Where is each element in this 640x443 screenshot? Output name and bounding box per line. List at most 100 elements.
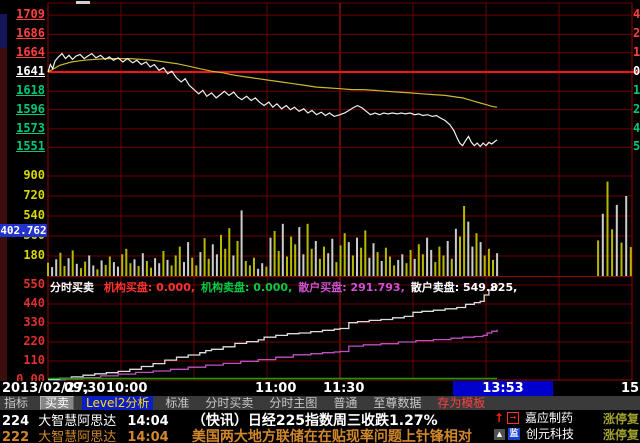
volume-bar bbox=[88, 255, 91, 276]
news-time: 14:04 bbox=[127, 430, 169, 443]
volume-bar bbox=[195, 265, 198, 276]
cropped-label-remnant bbox=[76, 1, 90, 4]
tab-买卖[interactable]: 买卖 bbox=[40, 396, 75, 410]
volume-bar bbox=[55, 259, 58, 276]
left-edge-strip bbox=[0, 48, 7, 381]
volume-bar bbox=[100, 260, 103, 276]
tab-分时买卖[interactable]: 分时买卖 bbox=[205, 396, 254, 410]
volume-bar bbox=[154, 258, 157, 276]
red-frame-icon: → bbox=[507, 412, 519, 424]
volume-bar bbox=[611, 229, 614, 276]
volume-bar bbox=[298, 227, 301, 276]
volume-bar bbox=[417, 244, 420, 276]
volume-bar bbox=[343, 233, 346, 276]
volume-bar bbox=[380, 261, 383, 276]
volume-bar bbox=[323, 246, 325, 276]
volume-bar bbox=[224, 248, 227, 276]
volume-bar bbox=[492, 259, 494, 276]
tab-普通[interactable]: 普通 bbox=[333, 396, 358, 410]
volume-bar bbox=[335, 262, 338, 276]
stock-status-tag: 涨停复 bbox=[602, 412, 639, 426]
time-axis-label: 11:30 bbox=[323, 381, 365, 396]
volume-bar bbox=[397, 259, 400, 276]
volume-bar bbox=[389, 256, 391, 276]
volume-bar bbox=[269, 237, 272, 276]
volume-bar bbox=[141, 253, 144, 276]
news-headline[interactable]: （快讯）日经225指数周三收跌1.27% bbox=[191, 413, 438, 426]
tab-至尊数据[interactable]: 至尊数据 bbox=[373, 396, 422, 410]
volume-bar bbox=[47, 262, 49, 276]
volume-bar bbox=[129, 263, 132, 276]
volume-bar bbox=[158, 263, 161, 276]
news-row[interactable]: 224 大智慧阿思达 14:04 （快讯）日经225指数周三收跌1.27% ↑ … bbox=[0, 410, 640, 426]
news-row[interactable]: 222 大智慧阿思达 14:04 美国两大地方联储在在贴现率问题上针锋相对 ▲ … bbox=[0, 426, 640, 443]
volume-bar bbox=[459, 236, 461, 276]
tab-存为模板[interactable]: 存为模板 bbox=[437, 396, 486, 410]
average-price-line bbox=[47, 57, 498, 108]
volume-bar bbox=[108, 256, 111, 276]
volume-bar bbox=[471, 246, 474, 276]
volume-bar bbox=[178, 246, 181, 276]
news-seq: 224 bbox=[2, 414, 30, 426]
volume-bar bbox=[310, 248, 313, 276]
volume-bar bbox=[360, 247, 363, 276]
volume-bar bbox=[277, 251, 280, 276]
current-time-badge: 13:53 bbox=[453, 381, 553, 396]
volume-bar bbox=[281, 223, 284, 276]
volume-bar bbox=[430, 249, 433, 276]
volume-bar bbox=[327, 253, 330, 276]
time-axis-label: 10:00 bbox=[106, 381, 148, 396]
volume-bar bbox=[112, 262, 115, 276]
volume-bar bbox=[302, 254, 305, 276]
volume-bar bbox=[253, 257, 255, 276]
volume-bar bbox=[104, 264, 107, 276]
volume-bar bbox=[170, 265, 173, 276]
volume-bar bbox=[67, 258, 70, 276]
volume-bar bbox=[183, 262, 185, 276]
volume-bar bbox=[92, 265, 95, 276]
volume-bar bbox=[199, 252, 202, 276]
volume-bar bbox=[166, 259, 169, 276]
volume-bar bbox=[145, 261, 148, 276]
volume-bar bbox=[236, 241, 239, 276]
tab-Level2分析[interactable]: Level2分析 bbox=[82, 396, 154, 410]
volume-bar bbox=[187, 242, 190, 276]
volume-bar bbox=[625, 196, 628, 276]
volume-bar bbox=[211, 244, 214, 276]
volume-bar bbox=[207, 258, 210, 276]
volume-bar bbox=[450, 258, 453, 276]
tab-标准[interactable]: 标准 bbox=[165, 396, 190, 410]
volume-bar bbox=[620, 242, 623, 276]
volume-bar bbox=[496, 253, 499, 276]
volume-bar bbox=[294, 244, 297, 276]
volume-bar bbox=[261, 263, 264, 276]
volume-bar bbox=[426, 237, 429, 276]
cumulative-flow-line bbox=[48, 285, 498, 381]
volume-bar bbox=[162, 251, 165, 276]
volume-bar bbox=[137, 266, 140, 276]
volume-bar bbox=[75, 263, 78, 276]
stock-name[interactable]: 创元科技 bbox=[526, 427, 575, 441]
indicator-readout: 分时买卖 机构买盘: 0.000, 机构卖盘: 0.000, 散户买盘: 291.7… bbox=[50, 279, 523, 294]
volume-bar bbox=[606, 181, 609, 276]
volume-bar bbox=[203, 238, 206, 276]
volume-bar bbox=[286, 256, 288, 276]
volume-bar bbox=[96, 269, 99, 276]
volume-bar bbox=[384, 247, 387, 276]
tab-指标[interactable]: 指标 bbox=[4, 396, 29, 410]
volume-bar bbox=[257, 268, 260, 276]
volume-bar bbox=[393, 265, 396, 276]
volume-bar bbox=[467, 221, 470, 276]
volume-bar bbox=[248, 265, 251, 276]
volume-bar bbox=[601, 213, 604, 276]
volume-bar bbox=[265, 266, 268, 276]
stock-name[interactable]: 嘉应制药 bbox=[525, 411, 574, 425]
volume-bar bbox=[434, 262, 437, 276]
price-line bbox=[47, 52, 498, 148]
news-headline[interactable]: 美国两大地方联储在在贴现率问题上针锋相对 bbox=[191, 429, 472, 443]
volume-bar bbox=[401, 254, 404, 276]
volume-bar bbox=[438, 246, 441, 276]
volume-bar bbox=[51, 267, 54, 276]
limit-up-arrow-icon: ↑ bbox=[494, 411, 505, 425]
tab-分时主图[interactable]: 分时主图 bbox=[269, 396, 318, 410]
